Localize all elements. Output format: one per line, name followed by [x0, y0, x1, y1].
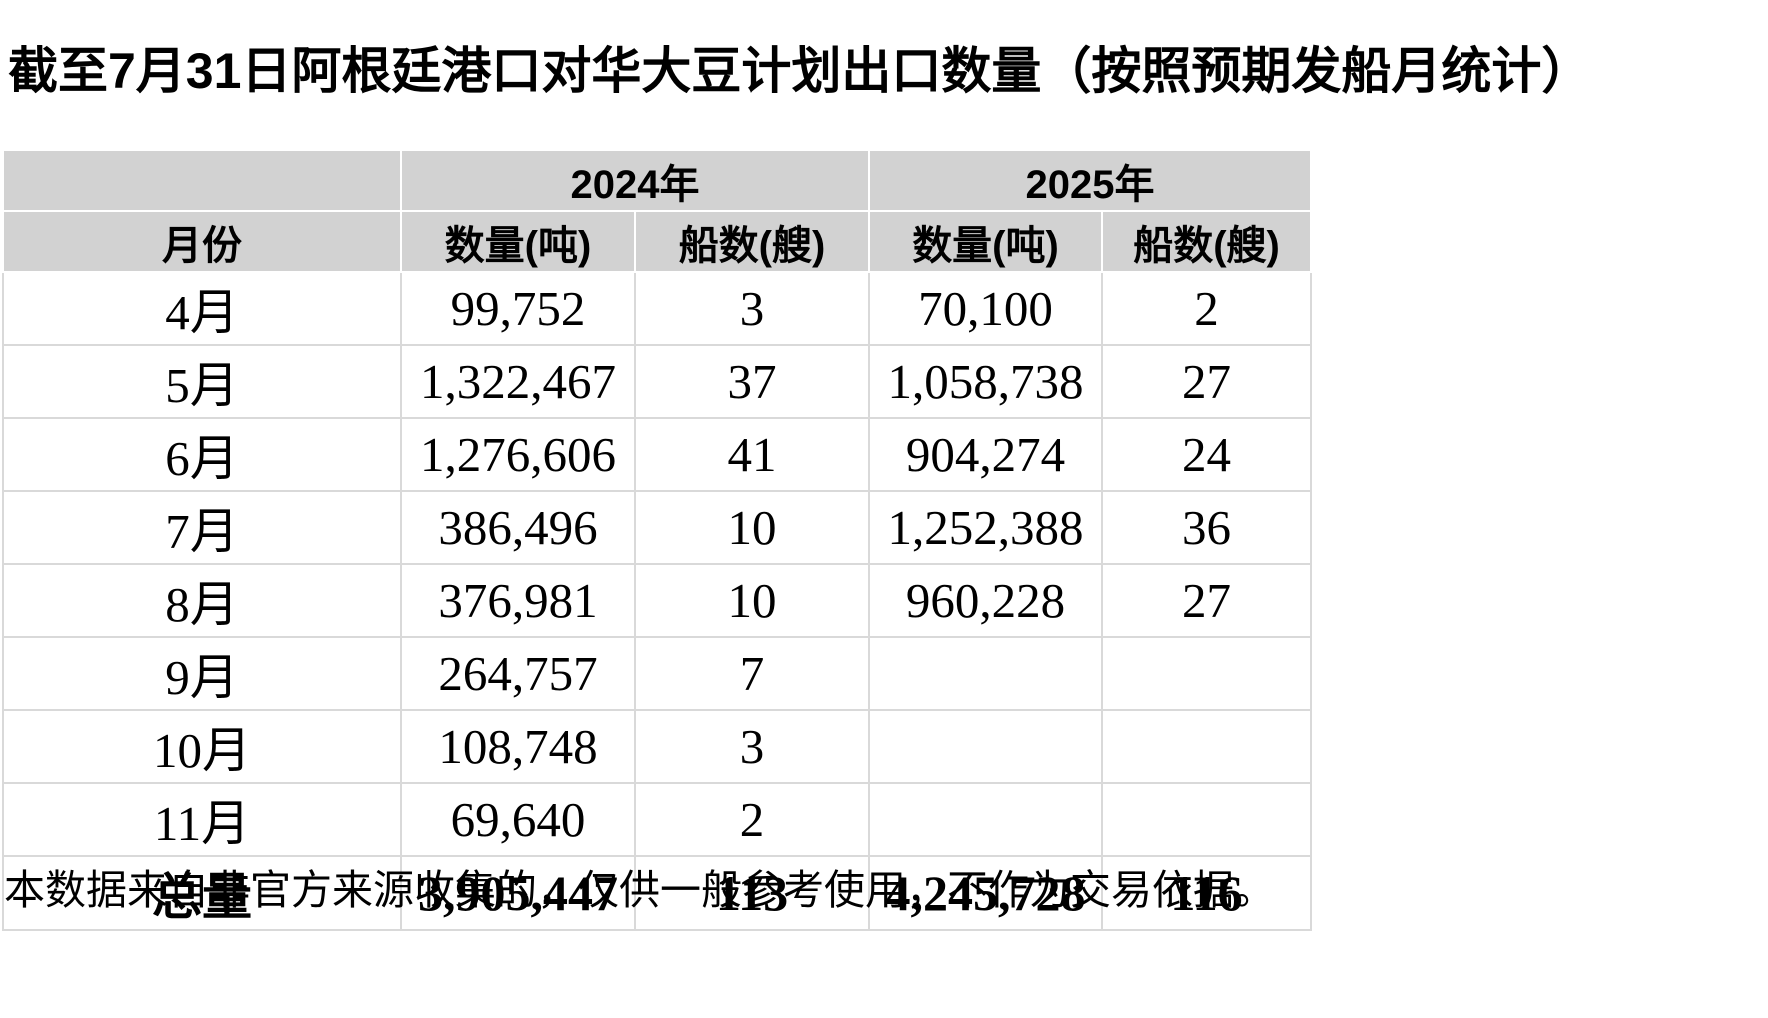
- qty-2024-cell: 108,748: [400, 709, 636, 784]
- month-cell: 9月: [2, 636, 402, 711]
- table-row: 10月 108,748 3: [2, 709, 1313, 784]
- table-row: 6月 1,276,606 41 904,274 24: [2, 417, 1313, 492]
- month-cell: 7月: [2, 490, 402, 565]
- column-header-ships-2024: 船数(艘): [633, 210, 871, 273]
- total-row: 总量 3,905,447 113 4,245,728 116: [2, 855, 1313, 931]
- qty-2024-cell: 386,496: [400, 490, 636, 565]
- column-header-qty-2025: 数量(吨): [868, 210, 1104, 273]
- table-row: 4月 99,752 3 70,100 2: [2, 271, 1313, 346]
- qty-2025-cell: [868, 782, 1104, 857]
- qty-2025-cell: [868, 709, 1104, 784]
- page-title: 截至7月31日阿根廷港口对华大豆计划出口数量（按照预期发船月统计）: [8, 43, 1592, 99]
- table-row: 5月 1,322,467 37 1,058,738 27: [2, 344, 1313, 419]
- corner-cell: [2, 149, 402, 212]
- month-cell: 10月: [2, 709, 402, 784]
- column-header-month: 月份: [2, 210, 402, 273]
- ships-2025-cell: 27: [1101, 563, 1313, 638]
- qty-2025-cell: 904,274: [868, 417, 1104, 492]
- qty-2025-cell: 960,228: [868, 563, 1104, 638]
- month-cell: 8月: [2, 563, 402, 638]
- qty-2024-cell: 376,981: [400, 563, 636, 638]
- qty-2024-cell: 1,276,606: [400, 417, 636, 492]
- ships-2024-cell: 3: [633, 271, 871, 346]
- total-qty-2024-cell: 3,905,447: [400, 855, 636, 931]
- table-row: 11月 69,640 2: [2, 782, 1313, 857]
- ships-2025-cell: [1101, 636, 1313, 711]
- qty-2025-cell: [868, 636, 1104, 711]
- total-label-cell: 总量: [2, 855, 402, 931]
- qty-2024-cell: 99,752: [400, 271, 636, 346]
- table-header: 2024年 2025年 月份 数量(吨) 船数(艘) 数量(吨) 船数(艘): [2, 149, 1313, 273]
- ships-2024-cell: 41: [633, 417, 871, 492]
- qty-2025-cell: 70,100: [868, 271, 1104, 346]
- ships-2025-cell: [1101, 782, 1313, 857]
- ships-2025-cell: 27: [1101, 344, 1313, 419]
- month-cell: 6月: [2, 417, 402, 492]
- ships-2024-cell: 2: [633, 782, 871, 857]
- column-header-ships-2025: 船数(艘): [1101, 210, 1313, 273]
- ships-2024-cell: 37: [633, 344, 871, 419]
- ships-2024-cell: 3: [633, 709, 871, 784]
- table-row: 8月 376,981 10 960,228 27: [2, 563, 1313, 638]
- qty-2025-cell: 1,058,738: [868, 344, 1104, 419]
- table-body: 4月 99,752 3 70,100 2 5月 1,322,467 37 1,0…: [2, 271, 1313, 931]
- year-header-row: 2024年 2025年: [2, 149, 1313, 212]
- qty-2024-cell: 1,322,467: [400, 344, 636, 419]
- ships-2025-cell: 2: [1101, 271, 1313, 346]
- total-ships-2025-cell: 116: [1101, 855, 1313, 931]
- ships-2024-cell: 10: [633, 490, 871, 565]
- qty-2024-cell: 69,640: [400, 782, 636, 857]
- month-cell: 11月: [2, 782, 402, 857]
- ships-2025-cell: [1101, 709, 1313, 784]
- month-cell: 5月: [2, 344, 402, 419]
- month-cell: 4月: [2, 271, 402, 346]
- total-ships-2024-cell: 113: [633, 855, 871, 931]
- qty-2025-cell: 1,252,388: [868, 490, 1104, 565]
- year-header-2025: 2025年: [868, 149, 1313, 212]
- table-row: 9月 264,757 7: [2, 636, 1313, 711]
- disclaimer-footnote: 本数据来自非官方来源收集的，仅供一般参考使用，不作为交易依据。: [4, 867, 1275, 913]
- column-header-qty-2024: 数量(吨): [400, 210, 636, 273]
- year-header-2024: 2024年: [399, 149, 871, 212]
- soybean-export-table: 2024年 2025年 月份 数量(吨) 船数(艘) 数量(吨) 船数(艘) 4…: [2, 149, 1313, 931]
- ships-2025-cell: 36: [1101, 490, 1313, 565]
- qty-2024-cell: 264,757: [400, 636, 636, 711]
- ships-2024-cell: 10: [633, 563, 871, 638]
- total-qty-2025-cell: 4,245,728: [868, 855, 1104, 931]
- ships-2024-cell: 7: [633, 636, 871, 711]
- column-header-row: 月份 数量(吨) 船数(艘) 数量(吨) 船数(艘): [2, 210, 1313, 273]
- table-row: 7月 386,496 10 1,252,388 36: [2, 490, 1313, 565]
- ships-2025-cell: 24: [1101, 417, 1313, 492]
